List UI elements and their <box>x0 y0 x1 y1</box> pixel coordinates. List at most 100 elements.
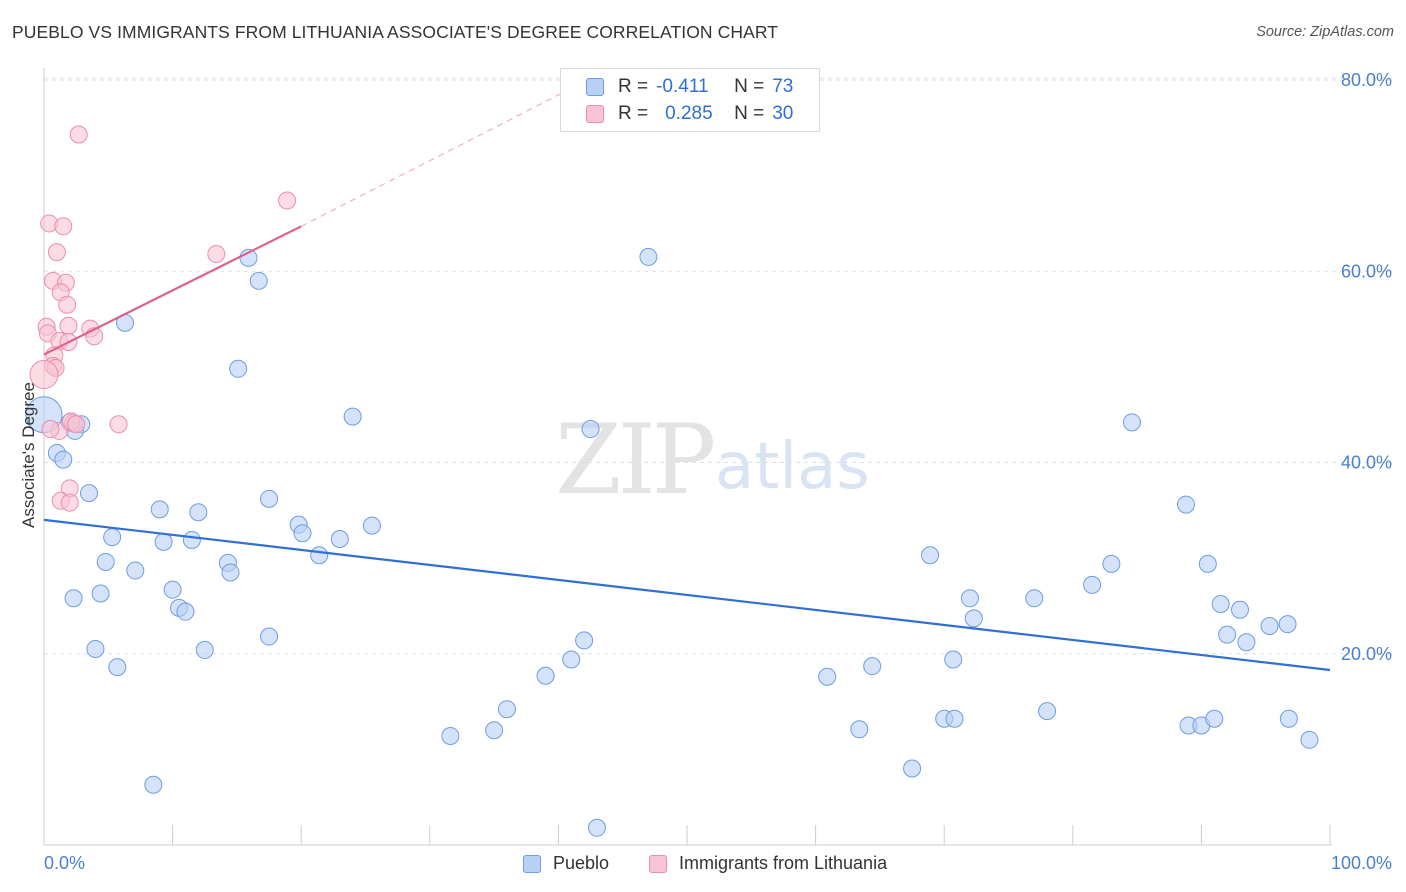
pueblo-point <box>96 552 115 571</box>
legend-r-label: R = <box>618 76 649 97</box>
pueblo-point <box>54 450 73 469</box>
pueblo-point <box>1198 554 1217 573</box>
lithuania-trend-line <box>43 225 302 356</box>
pueblo-swatch <box>523 854 541 873</box>
pueblo-point <box>154 532 173 551</box>
pueblo-point <box>575 631 594 650</box>
pueblo-point <box>1038 702 1057 721</box>
pueblo-point <box>126 561 145 580</box>
pueblo-point <box>362 516 381 535</box>
lithuania-trend-extension <box>300 81 585 227</box>
pueblo-point <box>497 700 516 719</box>
legend-r-label: R = <box>618 103 649 124</box>
pueblo-point <box>639 247 658 266</box>
pueblo-point <box>562 650 581 669</box>
pueblo-point <box>921 546 940 565</box>
pueblo-point <box>310 546 329 565</box>
legend-n-label: N = <box>734 76 765 97</box>
pueblo-point <box>260 627 279 646</box>
pueblo-point <box>330 530 349 548</box>
pueblo-point <box>1279 709 1298 728</box>
pueblo-point <box>195 640 214 659</box>
pueblo-point <box>944 650 963 669</box>
lithuania-point <box>47 243 66 262</box>
pueblo-point <box>1176 495 1195 514</box>
tick-labels: 20.0% 40.0% 60.0% 80.0% 0.0% 100.0% <box>44 70 1392 873</box>
pueblo-point <box>441 726 460 745</box>
legend-lithuania-r: 0.285 <box>665 103 713 124</box>
lithuania-point <box>59 316 78 335</box>
pueblo-point <box>91 584 110 603</box>
legend-lithuania-n: 30 <box>772 103 794 124</box>
pueblo-point <box>536 666 555 685</box>
y-tick-label: 60.0% <box>1341 261 1392 281</box>
legend-pueblo-n: 73 <box>772 76 794 97</box>
pueblo-point <box>86 639 105 658</box>
legend: R = -0.411 N = 73 R = 0.285 N = 30 <box>560 68 820 132</box>
lithuania-point <box>29 360 59 390</box>
pueblo-point <box>260 489 279 508</box>
legend-n-label: N = <box>734 103 765 124</box>
pueblo-point <box>80 484 99 503</box>
axes <box>43 68 1332 846</box>
pueblo-point <box>221 563 240 582</box>
pueblo-point <box>108 658 127 677</box>
y-tick-label: 20.0% <box>1341 644 1392 664</box>
pueblo-point <box>1218 625 1237 644</box>
pueblo-point <box>1102 554 1121 573</box>
pueblo-point <box>229 359 248 378</box>
lithuania-swatch <box>649 854 667 873</box>
bottom-legend-pueblo-label: Pueblo <box>553 853 610 873</box>
lithuania-point <box>69 125 88 144</box>
pueblo-point <box>163 580 182 599</box>
lithuania-swatch <box>586 105 604 123</box>
lithuania-point <box>60 493 79 512</box>
pueblo-point <box>1237 633 1256 652</box>
pueblo-point <box>1205 709 1224 728</box>
watermark-atlas: atlas <box>715 430 870 504</box>
pueblo-point <box>850 720 869 739</box>
lithuania-series <box>29 125 297 512</box>
pueblo-point <box>144 775 163 794</box>
trend-lines <box>43 81 1331 672</box>
pueblo-point <box>64 589 83 608</box>
lithuania-point <box>41 420 60 439</box>
pueblo-point <box>1083 575 1102 594</box>
pueblo-point <box>189 503 208 522</box>
pueblo-swatch <box>586 78 604 96</box>
source-label: Source: ZipAtlas.com <box>1256 24 1394 40</box>
pueblo-point <box>150 500 169 519</box>
lithuania-point <box>278 191 297 210</box>
pueblo-point <box>1211 595 1230 614</box>
bottom-legend-lithuania: Immigrants from Lithuania <box>649 853 887 874</box>
pueblo-point <box>1260 617 1279 636</box>
watermark-zip: ZIP <box>555 404 716 516</box>
lithuania-point <box>207 245 226 264</box>
pueblo-point <box>1300 730 1319 749</box>
pueblo-point <box>581 420 600 439</box>
pueblo-point <box>1230 600 1249 619</box>
pueblo-point <box>1278 615 1297 634</box>
bottom-legend-pueblo: Pueblo <box>523 853 609 874</box>
pueblo-point <box>103 528 122 547</box>
legend-row-lithuania: R = 0.285 N = 30 <box>561 101 793 127</box>
pueblo-point <box>945 709 964 728</box>
lithuania-point <box>67 415 86 434</box>
pueblo-point <box>293 524 312 543</box>
bottom-legend-lithuania-label: Immigrants from Lithuania <box>679 853 888 873</box>
lithuania-point <box>109 415 128 434</box>
pueblo-point <box>903 759 922 778</box>
pueblo-point <box>964 609 983 628</box>
pueblo-point <box>176 602 195 621</box>
lithuania-point <box>54 217 73 236</box>
legend-pueblo-r: -0.411 <box>656 76 709 97</box>
x-tick-label: 100.0% <box>1331 853 1392 873</box>
lithuania-point <box>58 295 77 314</box>
pueblo-point <box>485 721 504 740</box>
x-tick-label: 0.0% <box>44 853 85 873</box>
pueblo-point <box>863 657 882 676</box>
pueblo-series <box>25 247 1319 837</box>
y-tick-label: 40.0% <box>1341 453 1392 473</box>
pueblo-point <box>818 667 837 686</box>
